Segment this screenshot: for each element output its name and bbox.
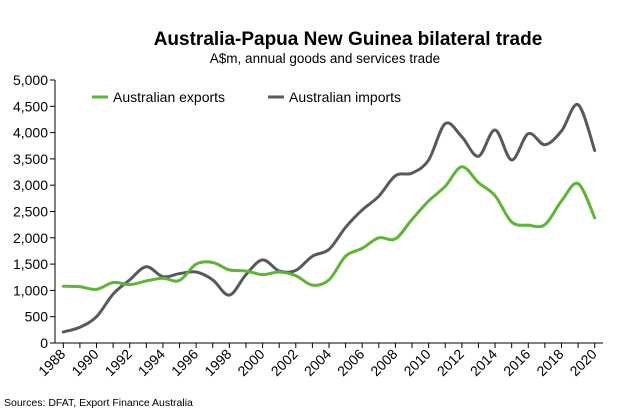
legend: Australian exports Australian imports (92, 89, 401, 105)
y-tick-label: 500 (25, 309, 49, 325)
y-tick-label: 3,000 (13, 177, 48, 193)
x-axis-ticks: 1988 1990 1992 1994 1996 1998 2000 2002 2004 2006… (35, 343, 600, 379)
series-line-imports (61, 103, 597, 334)
legend-label-imports: Australian imports (289, 89, 401, 105)
y-tick-label: 4,500 (13, 98, 48, 114)
x-tick-label: 2020 (566, 346, 599, 379)
y-tick-label: 1,500 (13, 256, 48, 272)
legend-item-exports: Australian exports (92, 89, 225, 105)
chart-title: Australia-Papua New Guinea bilateral tra… (154, 29, 543, 50)
x-tick-label: 2002 (268, 346, 301, 379)
x-tick-label: 1998 (201, 346, 234, 379)
x-tick-label: 2014 (467, 346, 500, 379)
series-line-exports (61, 165, 597, 291)
legend-item-imports: Australian imports (268, 89, 401, 105)
y-tick-label: 1,000 (13, 282, 48, 298)
y-axis-ticks: 0 500 1,000 1,500 2,000 2,500 3,000 3,500 4,000 4… (13, 72, 55, 351)
x-tick-label: 2012 (434, 346, 467, 379)
series-layer (61, 103, 597, 334)
source-note: Sources: DFAT, Export Finance Australia (4, 397, 193, 409)
x-tick-label: 1990 (68, 346, 101, 379)
chart-subtitle: A$m, annual goods and services trade (210, 51, 440, 66)
x-tick-label: 2000 (234, 346, 267, 379)
y-tick-label: 4,000 (13, 125, 48, 141)
x-tick-label: 2018 (533, 346, 566, 379)
x-tick-label: 1996 (168, 346, 201, 379)
y-tick-label: 2,000 (13, 230, 48, 246)
y-tick-label: 3,500 (13, 151, 48, 167)
x-tick-label: 2010 (400, 346, 433, 379)
y-tick-label: 5,000 (13, 72, 48, 88)
x-tick-label: 2004 (301, 346, 334, 379)
legend-label-exports: Australian exports (113, 89, 225, 105)
x-tick-label: 1992 (102, 346, 135, 379)
x-tick-label: 1994 (135, 346, 168, 379)
x-tick-label: 2006 (334, 346, 367, 379)
x-tick-label: 2008 (367, 346, 400, 379)
y-tick-label: 0 (40, 335, 48, 351)
y-tick-label: 2,500 (13, 204, 48, 220)
x-tick-label: 2016 (500, 346, 533, 379)
